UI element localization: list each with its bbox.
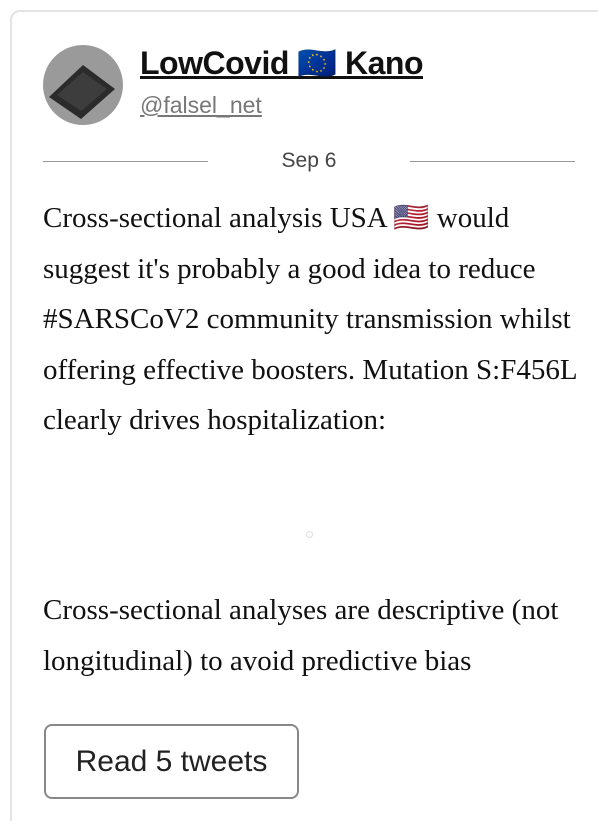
read-more-button[interactable]: Read 5 tweets: [44, 724, 299, 799]
author-handle[interactable]: @falsel_net: [140, 92, 262, 119]
page: {"author": {"name": "LowCovid 🇪🇺 Kano", …: [0, 0, 598, 821]
tweet-text: Cross-sectional analysis USA 🇺🇸 would su…: [43, 193, 578, 446]
tweet-text: Cross-sectional analyses are descriptive…: [43, 585, 578, 686]
author-name[interactable]: LowCovid 🇪🇺 Kano: [140, 44, 423, 82]
divider: [43, 161, 208, 162]
divider: [410, 161, 575, 162]
media-placeholder: [306, 531, 313, 538]
avatar[interactable]: [43, 45, 123, 125]
date: Sep 6: [250, 149, 368, 173]
body: LowCovid 🇪🇺 Kano @falsel_net Sep 6 Cross…: [0, 0, 598, 821]
